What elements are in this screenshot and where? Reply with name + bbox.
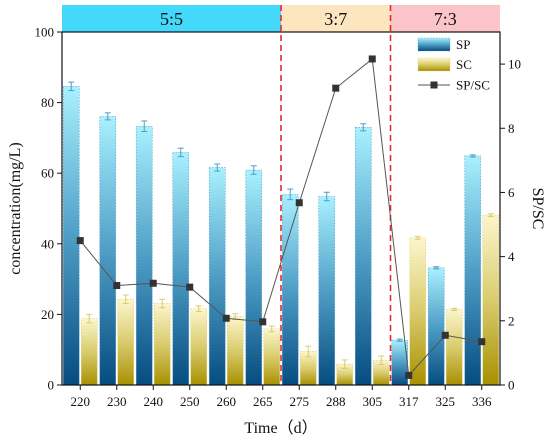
x-tick-label: 260	[217, 394, 237, 409]
x-axis-title: Time（d）	[244, 419, 317, 437]
bar-sc	[190, 308, 208, 386]
ratio-point	[186, 283, 194, 291]
y-tick-label: 20	[41, 307, 54, 322]
y2-tick-label: 2	[508, 313, 515, 328]
legend-marker	[430, 81, 438, 89]
x-tick-label: 240	[144, 394, 164, 409]
phase-label: 5:5	[160, 9, 183, 29]
ratio-point	[149, 279, 157, 287]
y2-tick-label: 6	[508, 185, 515, 200]
bar-sp	[427, 267, 445, 386]
y-tick-label: 100	[35, 25, 55, 40]
bar-sc	[409, 237, 427, 386]
x-tick-label: 288	[326, 394, 346, 409]
x-tick-label: 250	[180, 394, 200, 409]
bars	[62, 81, 500, 386]
bar-sp	[281, 194, 299, 386]
y-tick-label: 40	[41, 236, 54, 251]
bar-sc	[80, 318, 98, 386]
y2-tick-label: 0	[508, 378, 515, 393]
bar-sp	[208, 167, 226, 386]
y-tick-label: 0	[48, 378, 55, 393]
bar-sc	[226, 316, 244, 386]
phase-band	[62, 5, 281, 32]
x-tick-label: 275	[290, 394, 310, 409]
ratio-point	[478, 338, 486, 346]
bar-sc	[117, 298, 135, 386]
legend-label: SC	[456, 57, 472, 72]
ratio-point	[259, 318, 267, 326]
phase-band	[390, 5, 500, 32]
y2-axis-title: SP/SC	[529, 188, 546, 230]
bar-sp	[62, 86, 80, 386]
y-axis-title: concentration(mg/L)	[7, 142, 24, 274]
bar-sp	[99, 116, 117, 386]
y-tick-label: 60	[41, 166, 54, 181]
x-tick-label: 265	[253, 394, 273, 409]
ratio-point	[405, 371, 413, 379]
ratio-line	[76, 55, 486, 379]
bar-sp	[318, 196, 336, 386]
y-tick-label: 80	[41, 95, 54, 110]
x-tick-label: 220	[71, 394, 91, 409]
legend-label: SP/SC	[456, 78, 490, 93]
x-tick-label: 325	[436, 394, 456, 409]
y2-tick-label: 8	[508, 121, 515, 136]
ratio-point	[113, 282, 121, 290]
legend-swatch-sc	[417, 57, 451, 72]
bar-sc	[153, 303, 171, 386]
ratio-point	[76, 237, 84, 245]
phase-label: 7:3	[434, 9, 457, 29]
phase-dividers	[280, 5, 392, 385]
bar-sc	[445, 309, 463, 386]
legend-swatch-sp	[417, 37, 451, 52]
ratio-point	[332, 84, 340, 92]
phase-band	[281, 5, 391, 32]
bar-sp	[135, 125, 153, 386]
ratio-point	[368, 55, 376, 63]
x-tick-label: 305	[363, 394, 383, 409]
axes: 0 20 40 60 80 100 0 2 4 6 8 10 220 230 240 250 260 265 275…	[7, 25, 546, 438]
bar-sp	[172, 152, 190, 386]
ratio-point	[441, 331, 449, 339]
y2-tick-label: 4	[508, 249, 515, 264]
x-tick-label: 336	[472, 394, 492, 409]
bar-sp	[464, 155, 482, 386]
plot-frame	[61, 31, 501, 386]
bar-sp	[354, 127, 372, 386]
ratio-point	[295, 199, 303, 207]
legend: SP SC SP/SC	[417, 37, 490, 93]
ratio-point	[222, 314, 230, 322]
bar-sc	[482, 214, 500, 386]
phase-label: 3:7	[324, 9, 347, 29]
bar-sp	[245, 169, 263, 386]
ratio-line-path	[79, 58, 482, 377]
x-tick-label: 317	[399, 394, 419, 409]
bar-sc	[263, 328, 281, 386]
x-tick-label: 230	[107, 394, 127, 409]
phase-header: 5:5 3:7 7:3	[62, 5, 500, 32]
bar-sc	[336, 363, 354, 386]
legend-label: SP	[456, 37, 470, 52]
y2-tick-label: 10	[508, 57, 521, 72]
bar-sp	[391, 339, 409, 386]
